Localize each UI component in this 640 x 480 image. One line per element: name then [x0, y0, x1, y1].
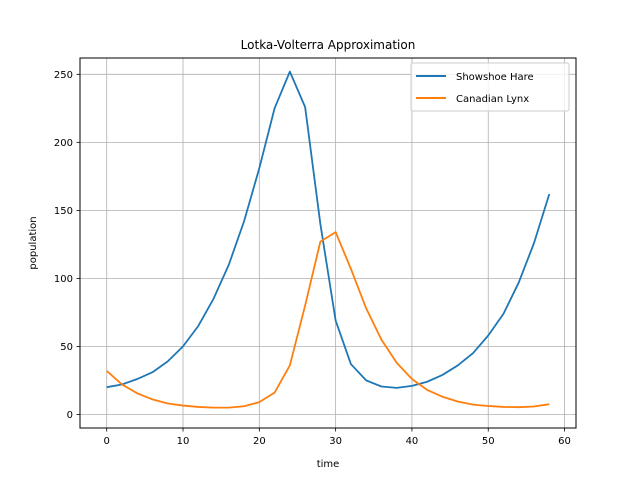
series-line-canadian-lynx: [106, 231, 550, 409]
x-tick-label: 50: [482, 436, 495, 447]
y-tick-label: 250: [54, 70, 73, 81]
series-group: [106, 70, 551, 409]
x-axis-label: time: [317, 459, 340, 470]
legend: Showshoe Hare Canadian Lynx: [410, 62, 570, 112]
legend-label-showshoe-hare: Showshoe Hare: [456, 72, 534, 83]
y-axis: 0 50 100 150 200 250: [54, 70, 80, 421]
y-tick-label: 150: [54, 206, 73, 217]
y-axis-label: population: [28, 216, 39, 269]
x-tick-label: 10: [177, 436, 190, 447]
x-tick-label: 0: [104, 436, 110, 447]
x-axis: 0 10 20 30 40 50 60: [104, 428, 571, 447]
plot-frame: [79, 57, 577, 429]
legend-box: [410, 62, 570, 112]
chart-title: Lotka-Volterra Approximation: [241, 38, 416, 52]
x-tick-label: 40: [406, 436, 419, 447]
x-tick-label: 60: [558, 436, 571, 447]
legend-label-canadian-lynx: Canadian Lynx: [456, 94, 529, 105]
y-tick-label: 200: [54, 138, 73, 149]
y-tick-label: 0: [67, 410, 73, 421]
x-tick-label: 30: [329, 436, 342, 447]
y-tick-label: 100: [54, 274, 73, 285]
series-line-showshoe-hare: [106, 70, 551, 389]
x-tick-label: 20: [253, 436, 266, 447]
grid: [80, 58, 576, 428]
y-tick-label: 50: [60, 342, 73, 353]
